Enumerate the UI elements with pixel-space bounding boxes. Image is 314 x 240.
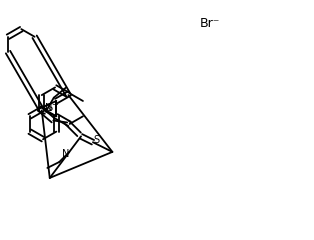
Text: +: + <box>51 100 58 109</box>
Text: S: S <box>47 103 53 113</box>
Text: S: S <box>94 135 100 145</box>
Text: N: N <box>45 102 52 113</box>
Text: Br⁻: Br⁻ <box>200 17 220 30</box>
Text: N: N <box>62 149 69 159</box>
